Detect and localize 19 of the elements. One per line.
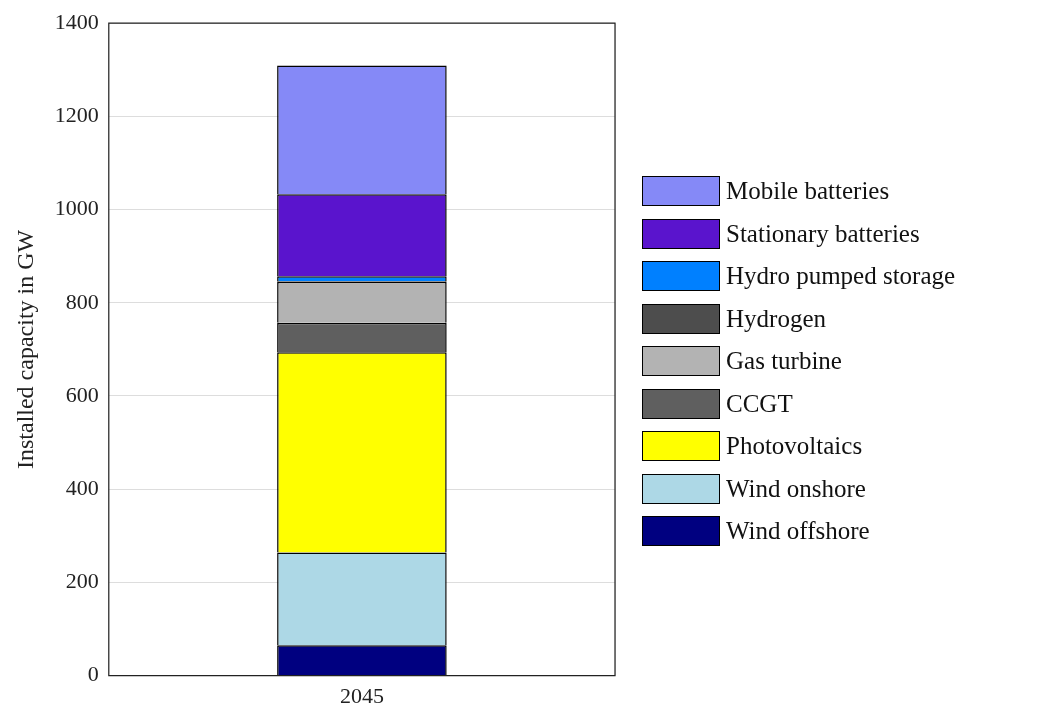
y-tick-label: 0 [87, 661, 99, 687]
y-tick-label: 1200 [54, 102, 99, 128]
x-tick-label: 2045 [339, 682, 384, 708]
legend-label: Wind offshore [726, 517, 870, 545]
y-tick-label: 600 [65, 381, 99, 407]
legend-label: Photovoltaics [726, 432, 863, 460]
legend-label: Gas turbine [726, 347, 842, 375]
y-tick-label: 400 [65, 474, 99, 500]
y-axis-title: Installed capacity in GW [11, 229, 38, 470]
y-tick-label: 800 [65, 288, 99, 314]
legend-label: CCGT [726, 389, 793, 418]
legend-label: Stationary batteries [726, 219, 920, 248]
legend-label: Mobile batteries [726, 177, 890, 205]
y-tick-label: 200 [65, 568, 99, 594]
y-tick-label: 1400 [54, 8, 99, 34]
legend-label: Hydrogen [726, 304, 826, 333]
legend-label: Hydro pumped storage [726, 262, 956, 290]
legend-label: Wind onshore [726, 474, 866, 503]
y-tick-label: 1000 [54, 195, 99, 221]
